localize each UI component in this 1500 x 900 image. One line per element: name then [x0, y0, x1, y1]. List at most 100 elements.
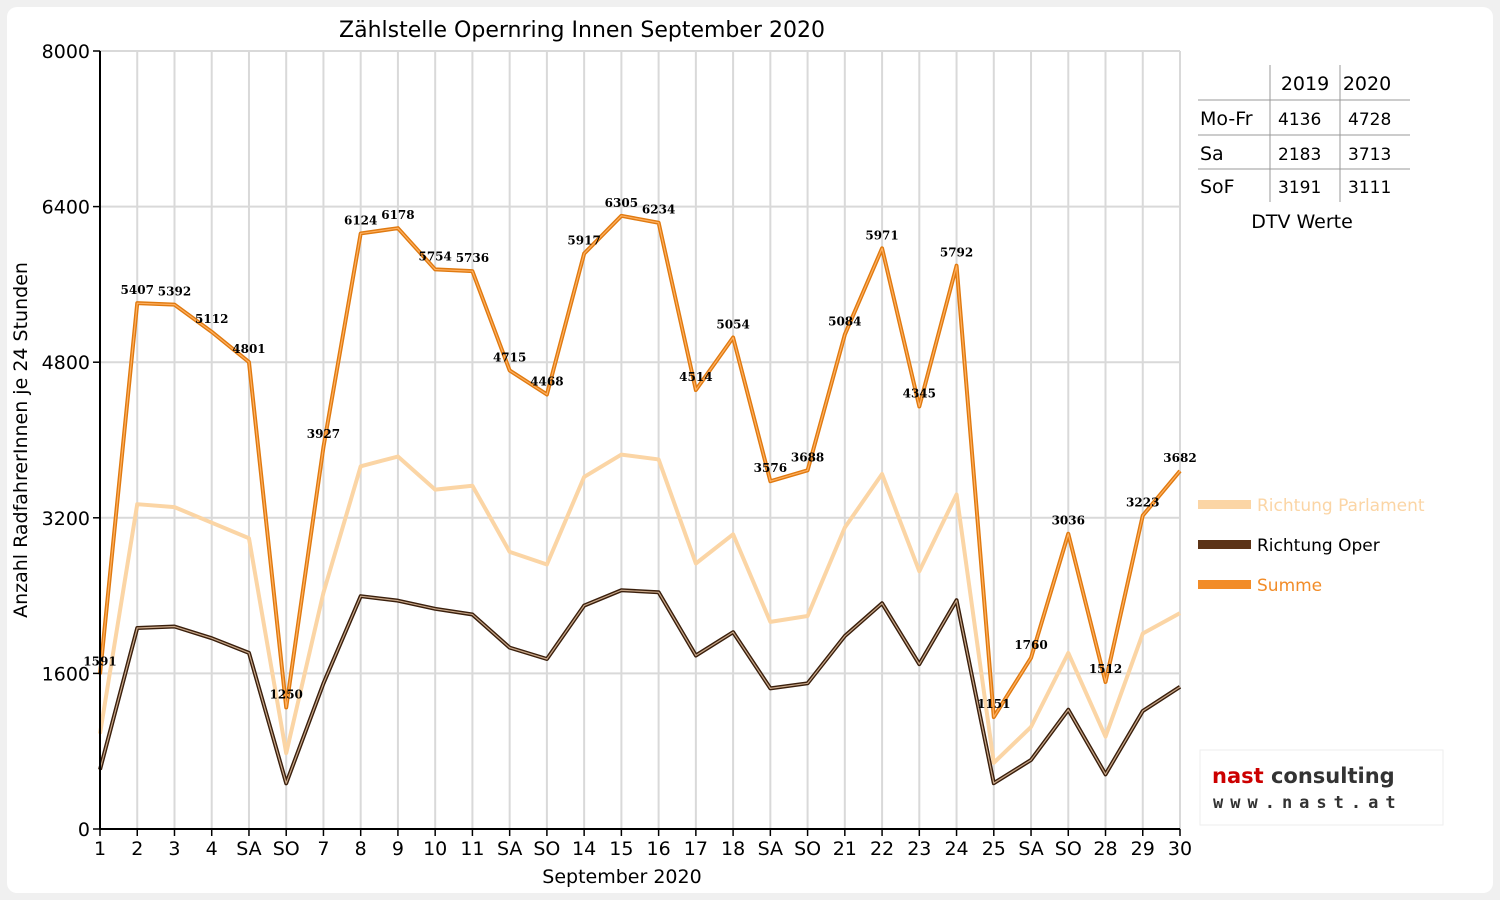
- y-tick-label: 6400: [42, 197, 90, 219]
- legend-label: Richtung Oper: [1257, 536, 1380, 556]
- x-tick-label: 9: [392, 838, 404, 860]
- data-label: 5971: [865, 228, 898, 242]
- data-label: 1250: [270, 687, 303, 701]
- legend-swatch: [1198, 500, 1251, 509]
- x-tick-label: 29: [1131, 838, 1155, 860]
- dtv-cell: 2183: [1278, 145, 1321, 165]
- series-line-richtung-parlament: [98, 452, 1181, 765]
- data-label: 5392: [158, 285, 191, 299]
- logo-url: www.nast.at: [1213, 793, 1403, 813]
- x-tick-label: 22: [870, 838, 894, 860]
- dtv-cell: 3713: [1348, 145, 1391, 165]
- y-tick-label: 3200: [42, 508, 90, 530]
- data-label: 5084: [828, 315, 861, 329]
- legend-swatch: [1198, 540, 1251, 549]
- x-tick-label: SA: [497, 838, 522, 860]
- y-tick-label: 1600: [42, 663, 90, 685]
- x-axis-label: September 2020: [542, 866, 701, 888]
- data-label: 4468: [530, 374, 563, 388]
- data-label: 4715: [493, 350, 526, 364]
- dtv-row-label: SoF: [1200, 176, 1235, 198]
- data-label: 6305: [605, 196, 638, 210]
- data-label: 6124: [344, 213, 377, 227]
- y-tick-label: 4800: [42, 352, 90, 374]
- dtv-cell: 3111: [1348, 178, 1391, 198]
- dtv-caption: DTV Werte: [1251, 211, 1353, 233]
- x-tick-label: 23: [907, 838, 931, 860]
- chart-title: Zählstelle Opernring Innen September 202…: [339, 18, 825, 43]
- data-label: 3927: [307, 427, 340, 441]
- series-lines: [98, 213, 1182, 786]
- x-tick-label: 17: [684, 838, 708, 860]
- x-tick-label: SO: [1055, 838, 1082, 860]
- x-tick-label: SO: [794, 838, 821, 860]
- dtv-row-label: Sa: [1200, 143, 1224, 165]
- chart-frame: [7, 7, 1493, 893]
- x-tick-label: SA: [1018, 838, 1043, 860]
- dtv-table: 2019 2020 Mo-Fr 4136 4728 Sa 2183 3713 S…: [1198, 65, 1410, 233]
- data-label: 5917: [567, 234, 600, 248]
- data-label: 1512: [1089, 662, 1122, 676]
- data-label: 5054: [716, 317, 749, 331]
- x-tick-label: 16: [647, 838, 671, 860]
- legend-swatch: [1198, 580, 1251, 589]
- data-label: 3576: [754, 461, 787, 475]
- y-tick-label: 8000: [42, 41, 90, 63]
- dtv-cell: 3191: [1278, 178, 1321, 198]
- series-line-summe: [99, 215, 1181, 718]
- logo-wordmark: nast consulting: [1212, 764, 1395, 788]
- x-tick-label: 24: [944, 838, 968, 860]
- grid: [100, 50, 1181, 829]
- logo-brand-first: nast: [1212, 764, 1264, 788]
- data-label: 4514: [679, 370, 712, 384]
- data-label: 3036: [1052, 514, 1085, 528]
- x-tick-label: 3: [168, 838, 180, 860]
- data-label: 1760: [1014, 638, 1047, 652]
- legend: Richtung Parlament Richtung Oper Summe: [1198, 496, 1425, 596]
- x-tick-label: 18: [721, 838, 745, 860]
- x-tick-label: 8: [355, 838, 367, 860]
- data-label: 5112: [195, 312, 228, 326]
- data-label: 3682: [1163, 451, 1196, 465]
- x-tick-label: 15: [609, 838, 633, 860]
- x-tick-label: SA: [236, 838, 261, 860]
- y-tick-label: 0: [78, 819, 90, 841]
- data-label: 1151: [977, 697, 1010, 711]
- dtv-row-label: Mo-Fr: [1200, 108, 1253, 130]
- dtv-header-2019: 2019: [1281, 73, 1329, 95]
- x-tick-label: 28: [1093, 838, 1117, 860]
- x-tick-label: SO: [533, 838, 560, 860]
- legend-label: Summe: [1257, 576, 1322, 596]
- legend-label: Richtung Parlament: [1257, 496, 1425, 516]
- dtv-cell: 4136: [1278, 110, 1321, 130]
- x-tick-label: SA: [758, 838, 783, 860]
- x-tick-label: 14: [572, 838, 596, 860]
- data-label: 6234: [642, 203, 675, 217]
- logo-brand-second: consulting: [1271, 764, 1395, 788]
- data-label: 4801: [232, 342, 265, 356]
- dtv-cell: 4728: [1348, 110, 1391, 130]
- dtv-header-2020: 2020: [1343, 73, 1391, 95]
- data-label: 3688: [791, 450, 824, 464]
- x-tick-label: 10: [423, 838, 447, 860]
- data-label: 5407: [121, 283, 154, 297]
- data-labels: 1591540753925112480112503927612461785754…: [83, 196, 1196, 711]
- data-label: 3223: [1126, 496, 1159, 510]
- nast-logo: nast consulting www.nast.at: [1199, 749, 1444, 826]
- x-tick-label: SO: [273, 838, 300, 860]
- data-label: 5754: [418, 249, 451, 263]
- x-tick-label: 30: [1168, 838, 1192, 860]
- data-label: 5792: [940, 246, 973, 260]
- data-label: 6178: [381, 208, 414, 222]
- data-label: 4345: [903, 386, 936, 400]
- x-tick-label: 4: [206, 838, 218, 860]
- series-line-richtung-oper: [99, 589, 1181, 784]
- x-tick-label: 7: [317, 838, 329, 860]
- x-tick-label: 11: [460, 838, 484, 860]
- x-tick-label: 2: [131, 838, 143, 860]
- x-tick-label: 1: [94, 838, 106, 860]
- x-tick-label: 25: [982, 838, 1006, 860]
- y-axis-label: Anzahl RadfahrerInnen je 24 Stunden: [10, 262, 32, 618]
